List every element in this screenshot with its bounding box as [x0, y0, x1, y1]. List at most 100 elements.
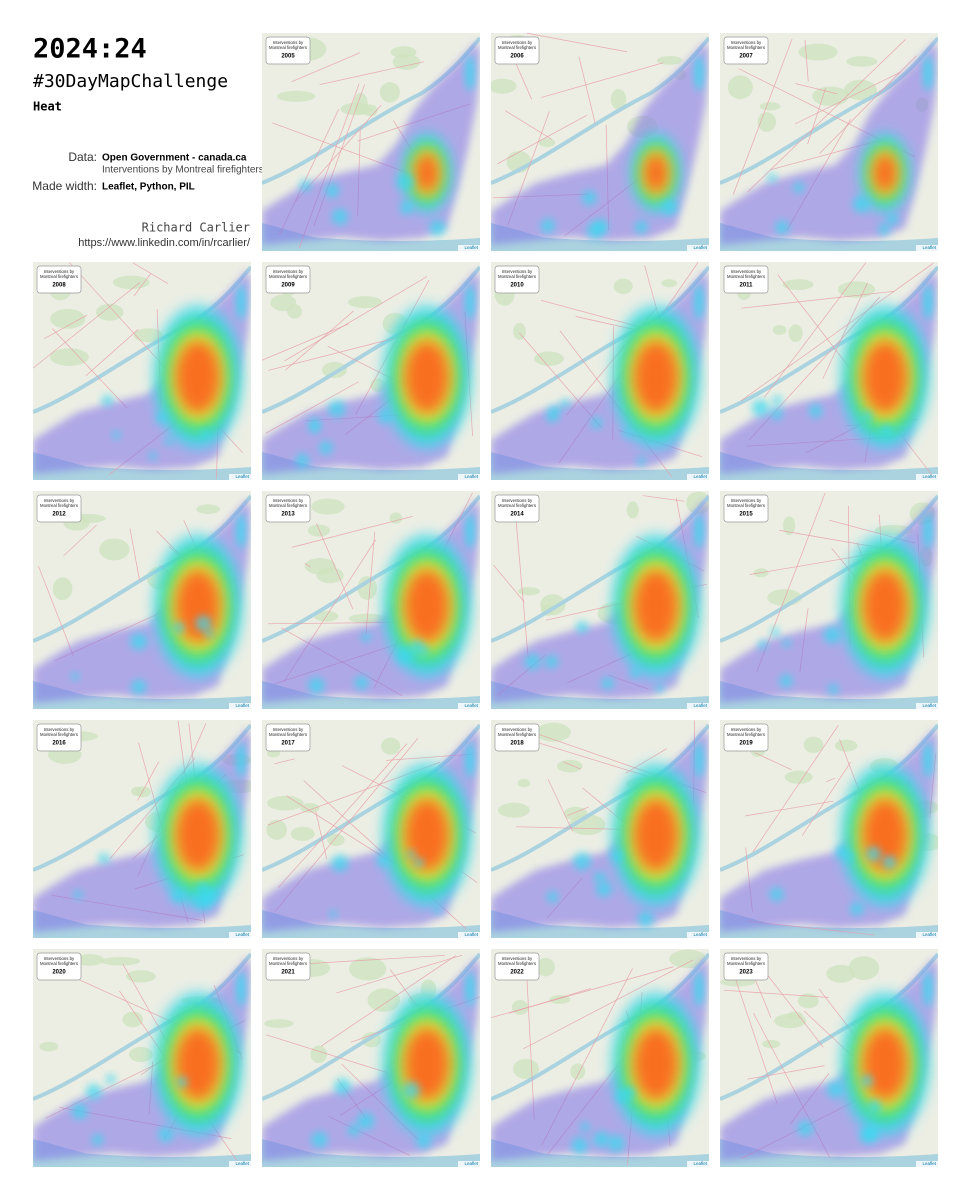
heat-core [643, 152, 669, 194]
heat-spot [637, 911, 654, 928]
road [262, 323, 349, 361]
heat-spot [586, 222, 604, 240]
heat-spot [155, 412, 167, 424]
year: 2005 [281, 54, 295, 60]
legend-text: Interventions by [273, 498, 304, 503]
legend-text: Montreal firefighters [498, 503, 536, 508]
park [49, 348, 89, 366]
park [538, 138, 556, 147]
park [39, 1041, 59, 1052]
legend-text: Interventions by [44, 727, 75, 732]
heat-spot [295, 453, 310, 468]
heat-spot [236, 513, 246, 549]
legend-text: Montreal firefighters [269, 274, 307, 279]
heat-spot [157, 1126, 174, 1143]
map-canvas [33, 262, 251, 480]
park [610, 88, 627, 110]
heat-core [175, 340, 221, 414]
road [745, 800, 834, 817]
heat-spot [357, 1112, 375, 1130]
road [795, 83, 838, 95]
water [491, 1149, 709, 1167]
legend-text: Montreal firefighters [269, 503, 307, 508]
road [741, 290, 895, 309]
year: 2007 [739, 54, 753, 60]
park [762, 1039, 781, 1049]
heat-spot [195, 615, 212, 632]
heat-spot [546, 891, 559, 903]
road [132, 262, 169, 285]
park [52, 577, 73, 601]
road [509, 987, 592, 1014]
heat-spot [547, 404, 561, 418]
road [274, 758, 295, 765]
attribution-box [687, 703, 709, 709]
legend-box [265, 952, 311, 981]
water [262, 1149, 480, 1167]
park [196, 504, 221, 515]
attribution-box [687, 474, 709, 480]
heat-spot [886, 213, 899, 226]
road [794, 71, 902, 125]
heat-core [633, 569, 679, 643]
attribution-box [687, 932, 709, 938]
road [129, 528, 140, 581]
year: 2020 [52, 970, 66, 976]
heat-spot [573, 852, 591, 871]
heat-core [862, 1027, 908, 1101]
attribution-box [229, 932, 251, 938]
park [556, 759, 583, 773]
heat-spot [201, 428, 211, 439]
park [569, 814, 606, 836]
heat-spot [826, 1080, 844, 1099]
attribution-box [916, 1161, 938, 1167]
park [536, 957, 556, 977]
heat-spot [85, 1083, 102, 1100]
heat-spot [354, 675, 369, 690]
heat-core [862, 569, 908, 643]
legend-text: Interventions by [273, 956, 304, 961]
road [740, 262, 934, 402]
attribution: Leaflet [693, 474, 707, 479]
heat-spot [593, 871, 606, 883]
attribution: Leaflet [464, 703, 478, 708]
water [262, 233, 480, 251]
park [613, 278, 633, 295]
heat-spot [772, 395, 783, 406]
road [578, 56, 596, 124]
heat-spot [327, 400, 346, 418]
title: 2024:24 [33, 34, 147, 65]
heat-spot [540, 218, 556, 234]
park [798, 43, 838, 61]
heat-spot [622, 1086, 636, 1100]
attribution: Leaflet [693, 703, 707, 708]
park [727, 75, 753, 100]
park [783, 516, 796, 536]
attribution: Leaflet [235, 1161, 249, 1166]
heat-spot [845, 852, 855, 863]
map-canvas [720, 949, 938, 1167]
legend-text: Montreal firefighters [498, 961, 536, 966]
attribution-box [229, 474, 251, 480]
water [720, 1149, 938, 1167]
road [336, 954, 463, 994]
road [291, 52, 361, 83]
park [122, 1011, 144, 1028]
heat-spot [299, 179, 312, 192]
road [642, 495, 685, 502]
road [752, 725, 839, 853]
heat-spot [592, 1131, 610, 1148]
park [311, 498, 345, 515]
park [848, 956, 880, 981]
water [33, 462, 251, 480]
legend-text: Interventions by [731, 40, 762, 45]
road [807, 87, 827, 145]
park [126, 970, 156, 983]
legend-box [265, 723, 311, 752]
park [300, 802, 320, 813]
map-canvas [33, 720, 251, 938]
